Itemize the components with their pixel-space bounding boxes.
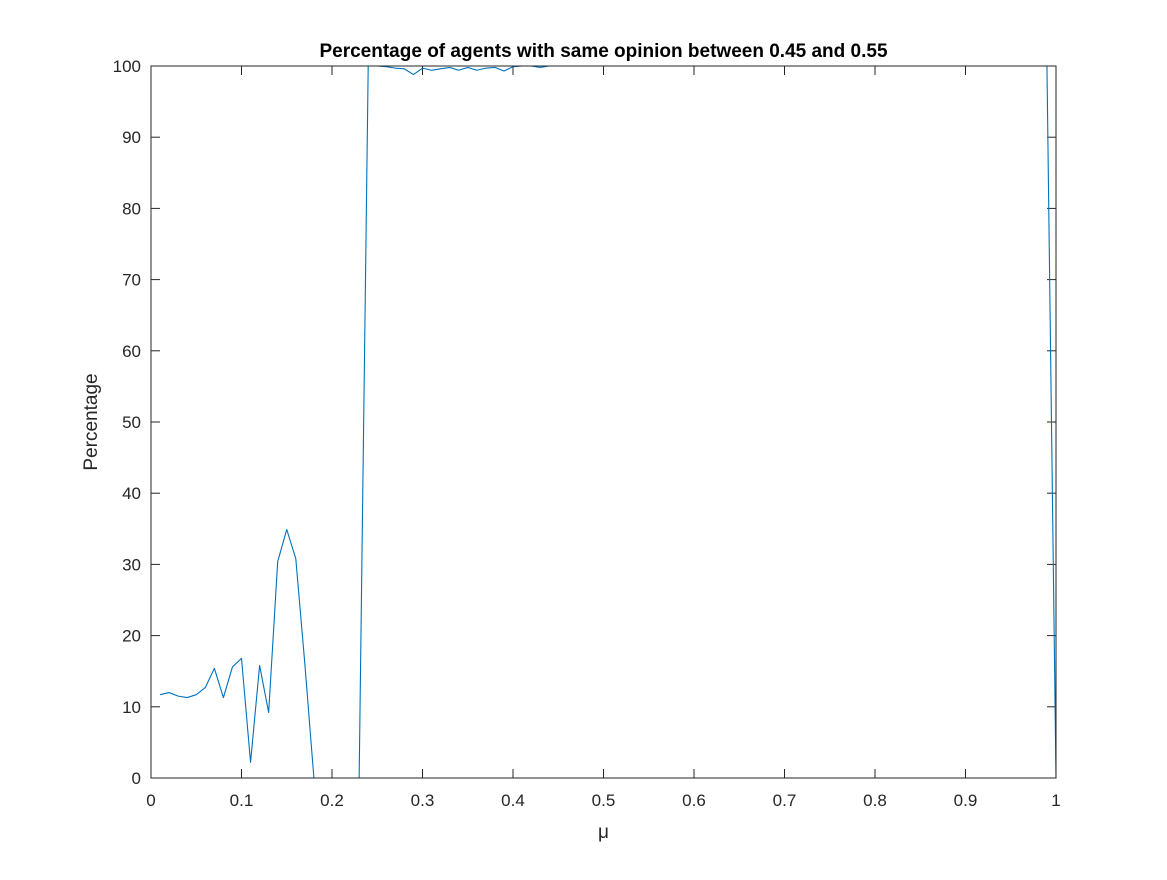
tick-labels: 0 0.1 0.2 0.3 0.4 0.5 0.6 0.7 0.8 0.9 101020304050… xyxy=(113,57,1061,810)
y-tick-label: 30 xyxy=(122,555,141,574)
axes-background xyxy=(151,66,1056,778)
x-tick-label: 0.4 xyxy=(501,791,525,810)
y-tick-label: 60 xyxy=(122,342,141,361)
x-tick-label: 0.2 xyxy=(320,791,344,810)
axes-box xyxy=(150,65,1057,779)
x-tick-label: 0.5 xyxy=(592,791,616,810)
x-tick-label: 0.8 xyxy=(863,791,887,810)
y-tick-label: 70 xyxy=(122,271,141,290)
y-tick-label: 90 xyxy=(122,128,141,147)
x-tick-label: 0.9 xyxy=(954,791,978,810)
y-tick-label: 80 xyxy=(122,199,141,218)
chart-title: Percentage of agents with same opinion b… xyxy=(319,41,887,62)
x-tick-label: 0.1 xyxy=(230,791,254,810)
y-tick-label: 10 xyxy=(122,698,141,717)
y-tick-label: 100 xyxy=(113,57,141,76)
y-axis-label: Percentage xyxy=(81,373,102,470)
y-tick-label: 50 xyxy=(122,413,141,432)
x-tick-label: 0.3 xyxy=(411,791,435,810)
x-tick-label: 0.6 xyxy=(682,791,706,810)
x-tick-label: 0.7 xyxy=(773,791,797,810)
y-tick-label: 0 xyxy=(132,769,141,788)
x-tick-label: 1 xyxy=(1051,791,1060,810)
x-tick-label: 0 xyxy=(146,791,155,810)
y-tick-label: 40 xyxy=(122,484,141,503)
y-tick-label: 20 xyxy=(122,627,141,646)
x-axis-label: μ xyxy=(598,822,609,843)
